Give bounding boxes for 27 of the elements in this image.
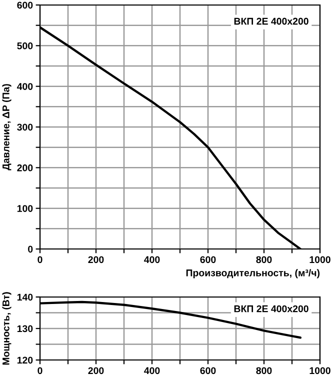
x-tick-label: 200 xyxy=(88,367,104,374)
x-tick-label: 400 xyxy=(144,256,160,264)
x-tick-label: 200 xyxy=(88,256,104,264)
y-tick-label: 300 xyxy=(17,124,33,131)
x-tick-label: 600 xyxy=(200,256,216,264)
y-tick-label: 130 xyxy=(17,325,33,332)
x-tick-label: 800 xyxy=(256,256,272,264)
y-tick-label: 500 xyxy=(17,42,33,50)
y-axis-title: Мощность, (Вт) xyxy=(2,292,12,365)
x-tick-label: 1000 xyxy=(310,367,330,374)
x-tick-label: 0 xyxy=(38,256,42,264)
y-tick-label: 200 xyxy=(17,164,33,172)
y-tick-label: 400 xyxy=(16,83,33,90)
x-tick-label: 600 xyxy=(200,367,216,374)
x-tick-label: 0 xyxy=(38,367,42,374)
y-tick-label: 140 xyxy=(17,294,33,301)
x-tick-label: 1000 xyxy=(310,256,330,264)
y-axis-title: Давление, ΔP (Па) xyxy=(2,84,12,170)
y-tick-label: 600 xyxy=(17,2,33,9)
annotation: ВКП 2Е 400x200 xyxy=(234,18,308,25)
x-tick-label: 400 xyxy=(144,367,160,374)
x-tick-label: 800 xyxy=(256,367,272,374)
y-tick-label: 0 xyxy=(28,246,33,253)
x-axis-title: Производительность, (м³/ч) xyxy=(186,269,320,278)
annotation: ВКП 2Е 400x200 xyxy=(234,305,308,312)
y-tick-label: 100 xyxy=(17,205,33,212)
y-tick-label: 120 xyxy=(17,356,33,364)
